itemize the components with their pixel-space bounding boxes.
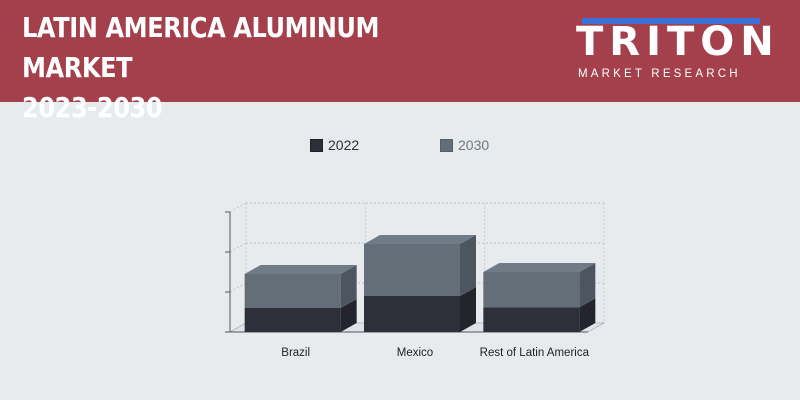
x-tick-label: Mexico — [397, 347, 433, 359]
bar-rest-of-latin-america-2030-side — [579, 263, 596, 308]
triton-logo: TRITON MARKET RESEARCH — [576, 18, 780, 84]
legend-item-2022: 2022 — [310, 136, 359, 154]
logo-wordmark: TRITON — [576, 19, 780, 65]
grid-side-line — [229, 282, 247, 293]
legend-item-2030: 2030 — [440, 136, 489, 154]
bar-rest-of-latin-america-2030-front — [483, 272, 580, 308]
page-title: LATIN AMERICA ALUMINUM MARKET 2023-2030 — [22, 8, 486, 128]
bar-rest-of-latin-america-2022-side — [579, 298, 596, 332]
bar-mexico-2030-front — [364, 244, 460, 296]
bar-mexico-2022-side — [460, 287, 476, 332]
logo-subtitle: MARKET RESEARCH — [578, 68, 741, 80]
title-line-2: 2023-2030 — [22, 91, 163, 124]
title-line-1: LATIN AMERICA ALUMINUM MARKET — [22, 11, 380, 84]
bar-mexico-2030-side — [460, 235, 476, 296]
logo-accent-bar — [582, 18, 760, 24]
x-tick-label: Brazil — [281, 347, 310, 359]
legend-swatch-2022 — [310, 138, 323, 152]
bar-mexico-2022-front — [364, 296, 460, 332]
grid-side-line — [229, 242, 247, 253]
bar-brazil-2022-side — [340, 299, 357, 332]
x-tick-label: Rest of Latin America — [480, 347, 590, 359]
legend-label-2030: 2030 — [458, 137, 490, 153]
chart-legend: 2022 2030 — [0, 136, 800, 154]
legend-label-2022: 2022 — [328, 137, 360, 153]
legend-swatch-2030 — [440, 138, 453, 152]
bar-brazil-2030-side — [340, 265, 357, 308]
bar-rest-of-latin-america-2030-top — [483, 263, 596, 272]
bar-brazil-2022-front — [244, 308, 341, 332]
bar-rest-of-latin-america-2022-front — [483, 307, 580, 332]
header-banner: LATIN AMERICA ALUMINUM MARKET 2023-2030 … — [0, 0, 800, 124]
bar-mexico-2030-top — [364, 235, 476, 244]
bar-brazil-2030-front — [244, 274, 341, 308]
grid-side-line — [229, 202, 247, 213]
bar-brazil-2030-top — [244, 265, 357, 274]
